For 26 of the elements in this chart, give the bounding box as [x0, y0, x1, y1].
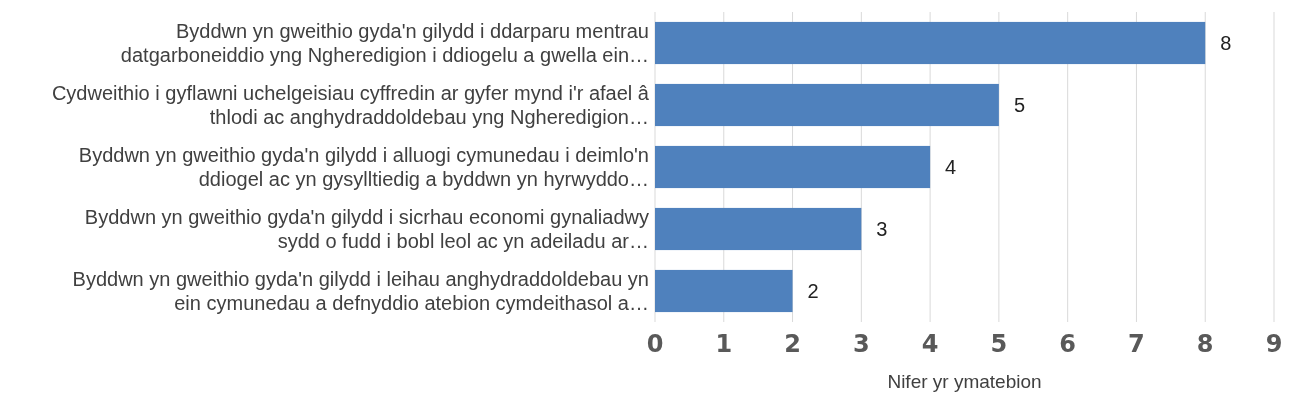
y-tick-label: Byddwn yn gweithio gyda'n gilydd i sicrhau economi gynaliadwy sydd o fudd i bobl leol ac yn adeiladu ar…: [84, 206, 649, 252]
x-tick-label: 9: [1265, 330, 1283, 358]
data-label: 4: [945, 156, 957, 178]
x-tick-label: 3: [852, 330, 870, 358]
bar: [655, 145, 931, 189]
x-tick-label: 5: [990, 330, 1008, 358]
x-tick-label: 0: [646, 330, 664, 358]
bar: [655, 269, 793, 313]
bar: [655, 21, 1206, 65]
x-axis-title: Nifer yr ymatebion: [887, 371, 1042, 392]
x-tick-label: 8: [1196, 330, 1214, 358]
y-tick-label: Byddwn yn gweithio gyda'n gilydd i ddarparu mentrau datgarboneiddio yng Ngheredigion i ddiogelu a gwella ein…: [120, 20, 649, 66]
x-tick-label: 6: [1059, 330, 1077, 358]
bar: [655, 83, 999, 127]
data-label: 5: [1013, 94, 1026, 116]
data-label: 3: [876, 218, 888, 240]
bar: [655, 207, 862, 251]
y-tick-label: Byddwn yn gweithio gyda'n gilydd i alluogi cymunedau i deimlo'n ddiogel ac yn gysylltiedig a byddwn yn hyrwyddo…: [78, 144, 649, 190]
data-label: 2: [807, 280, 819, 302]
x-tick-label: 7: [1128, 330, 1145, 358]
x-tick-label: 1: [715, 330, 733, 358]
x-tick-label: 4: [921, 330, 939, 358]
y-tick-label: Byddwn yn gweithio gyda'n gilydd i leihau anghydraddoldebau yn ein cymunedau a defnyddio atebion cymdeithasol a…: [72, 268, 649, 314]
data-label: 8: [1220, 32, 1232, 54]
x-tick-label: 2: [784, 330, 801, 358]
y-tick-label: Cydweithio i gyflawni uchelgeisiau cyffredin ar gyfer mynd i'r afael â thlodi ac anghydraddoldebau yng Ngheredigion…: [51, 82, 650, 128]
